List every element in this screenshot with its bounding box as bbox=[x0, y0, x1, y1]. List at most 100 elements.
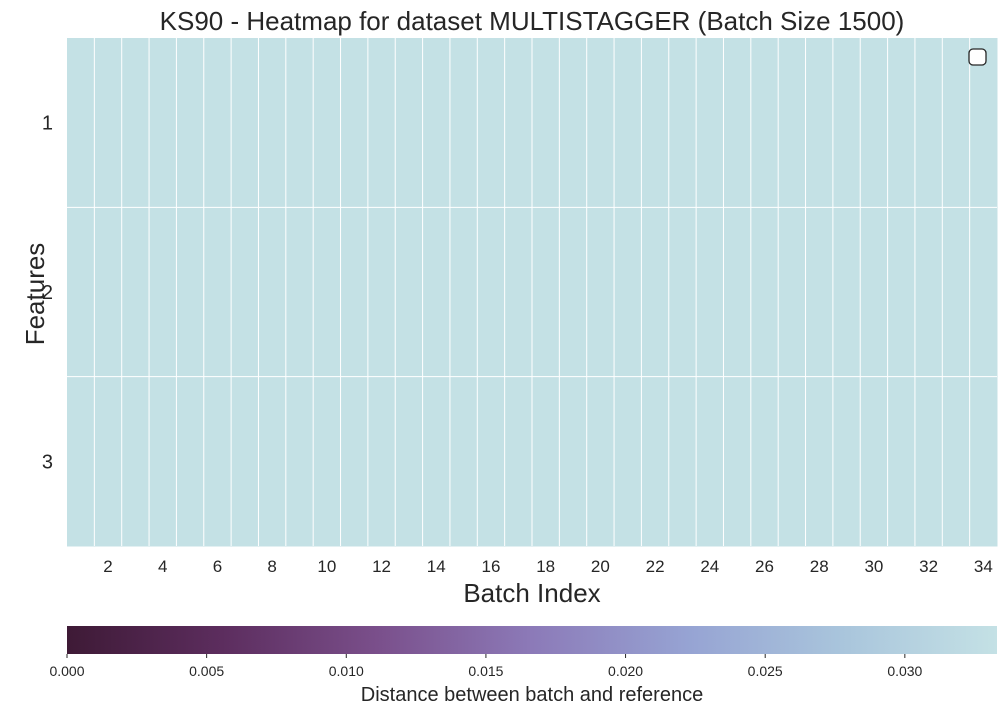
heatmap-cell bbox=[641, 38, 670, 208]
x-tick-label: 34 bbox=[974, 557, 993, 576]
heatmap-cell bbox=[778, 38, 807, 208]
x-tick-label: 16 bbox=[482, 557, 501, 576]
heatmap-cell bbox=[203, 376, 232, 547]
heatmap-cell bbox=[149, 376, 177, 547]
heatmap-cell bbox=[504, 38, 533, 208]
heatmap-cell bbox=[285, 376, 314, 547]
heatmap-cell bbox=[121, 207, 150, 378]
heatmap-cell bbox=[969, 38, 998, 208]
colorbar-tick-label: 0.025 bbox=[748, 663, 783, 679]
heatmap-cell bbox=[449, 376, 478, 547]
heatmap-cell bbox=[285, 38, 314, 208]
heatmap-cell bbox=[449, 207, 478, 378]
colorbar-tick-label: 0.010 bbox=[329, 663, 364, 679]
heatmap-cell bbox=[313, 38, 342, 208]
heatmap-cell bbox=[723, 207, 752, 378]
colorbar bbox=[67, 626, 997, 654]
heatmap-cell bbox=[969, 376, 998, 547]
heatmap-cell bbox=[668, 376, 697, 547]
heatmap-cells bbox=[67, 38, 998, 547]
heatmap-cell bbox=[586, 376, 615, 547]
heatmap-cell bbox=[914, 207, 943, 378]
y-tick-labels: 1 2 3 bbox=[42, 113, 53, 474]
heatmap-cell bbox=[559, 38, 588, 208]
x-tick-label: 20 bbox=[591, 557, 610, 576]
heatmap-cell bbox=[614, 376, 642, 547]
legend-box bbox=[968, 48, 987, 66]
heatmap-cell bbox=[805, 207, 834, 378]
heatmap-cell bbox=[750, 376, 779, 547]
heatmap-cell bbox=[750, 207, 779, 378]
heatmap-cell bbox=[614, 207, 642, 378]
heatmap-cell bbox=[477, 376, 506, 547]
heatmap-cell bbox=[887, 376, 916, 547]
heatmap-cell bbox=[887, 207, 916, 378]
heatmap-cell bbox=[778, 207, 807, 378]
heatmap-cell bbox=[532, 376, 560, 547]
heatmap-cell bbox=[668, 207, 697, 378]
heatmap-cell bbox=[942, 207, 971, 378]
x-tick-labels: 2 4 6 8 10 12 14 16 18 20 22 24 26 28 30 32 34 bbox=[103, 557, 992, 576]
heatmap-cell bbox=[778, 376, 807, 547]
heatmap-cell bbox=[832, 207, 861, 378]
heatmap-cell bbox=[832, 38, 861, 208]
heatmap-cell bbox=[231, 376, 259, 547]
heatmap-cell bbox=[121, 376, 150, 547]
heatmap-cell bbox=[313, 376, 342, 547]
x-tick-label: 12 bbox=[372, 557, 391, 576]
heatmap-cell bbox=[367, 38, 396, 208]
heatmap-cell bbox=[860, 376, 889, 547]
heatmap-cell bbox=[149, 207, 177, 378]
heatmap-cell bbox=[477, 38, 506, 208]
colorbar-tick-label: 0.005 bbox=[189, 663, 224, 679]
heatmap-cell bbox=[340, 376, 369, 547]
x-tick-label: 6 bbox=[213, 557, 222, 576]
x-tick-label: 4 bbox=[158, 557, 167, 576]
heatmap-cell bbox=[67, 38, 95, 208]
heatmap-cell bbox=[231, 207, 259, 378]
colorbar-tick-label: 0.020 bbox=[608, 663, 643, 679]
colorbar-tick-label: 0.000 bbox=[49, 663, 84, 679]
heatmap-cell bbox=[559, 376, 588, 547]
heatmap-cell bbox=[285, 207, 314, 378]
heatmap-cell bbox=[231, 38, 259, 208]
heatmap-cell bbox=[887, 38, 916, 208]
heatmap-cell bbox=[559, 207, 588, 378]
heatmap-cell bbox=[504, 376, 533, 547]
heatmap-cell bbox=[67, 207, 95, 378]
heatmap-cell bbox=[94, 207, 123, 378]
heatmap-cell bbox=[832, 376, 861, 547]
heatmap-cell bbox=[532, 38, 560, 208]
heatmap-cell bbox=[258, 38, 287, 208]
chart-title: KS90 - Heatmap for dataset MULTISTAGGER … bbox=[160, 6, 905, 36]
heatmap-cell bbox=[422, 207, 451, 378]
heatmap-cell bbox=[723, 376, 752, 547]
colorbar-tick-label: 0.015 bbox=[468, 663, 503, 679]
heatmap-cell bbox=[805, 38, 834, 208]
x-tick-label: 10 bbox=[317, 557, 336, 576]
heatmap-cell bbox=[395, 376, 424, 547]
heatmap-cell bbox=[94, 376, 123, 547]
heatmap-cell bbox=[805, 376, 834, 547]
heatmap-cell bbox=[696, 376, 724, 547]
colorbar-label: Distance between batch and reference bbox=[361, 684, 703, 706]
x-tick-label: 28 bbox=[810, 557, 829, 576]
heatmap-cell bbox=[258, 207, 287, 378]
legend bbox=[968, 48, 987, 66]
y-tick-label: 2 bbox=[42, 282, 53, 304]
heatmap-cell bbox=[532, 207, 560, 378]
heatmap-cell bbox=[395, 38, 424, 208]
heatmap-cell bbox=[641, 376, 670, 547]
x-tick-label: 18 bbox=[536, 557, 555, 576]
heatmap-cell bbox=[340, 207, 369, 378]
y-axis-label: Features bbox=[20, 243, 50, 346]
x-tick-label: 14 bbox=[427, 557, 446, 576]
x-tick-label: 26 bbox=[755, 557, 774, 576]
heatmap-cell bbox=[696, 207, 724, 378]
heatmap-cell bbox=[340, 38, 369, 208]
heatmap-cell bbox=[696, 38, 724, 208]
heatmap-cell bbox=[121, 38, 150, 208]
heatmap-cell bbox=[942, 38, 971, 208]
